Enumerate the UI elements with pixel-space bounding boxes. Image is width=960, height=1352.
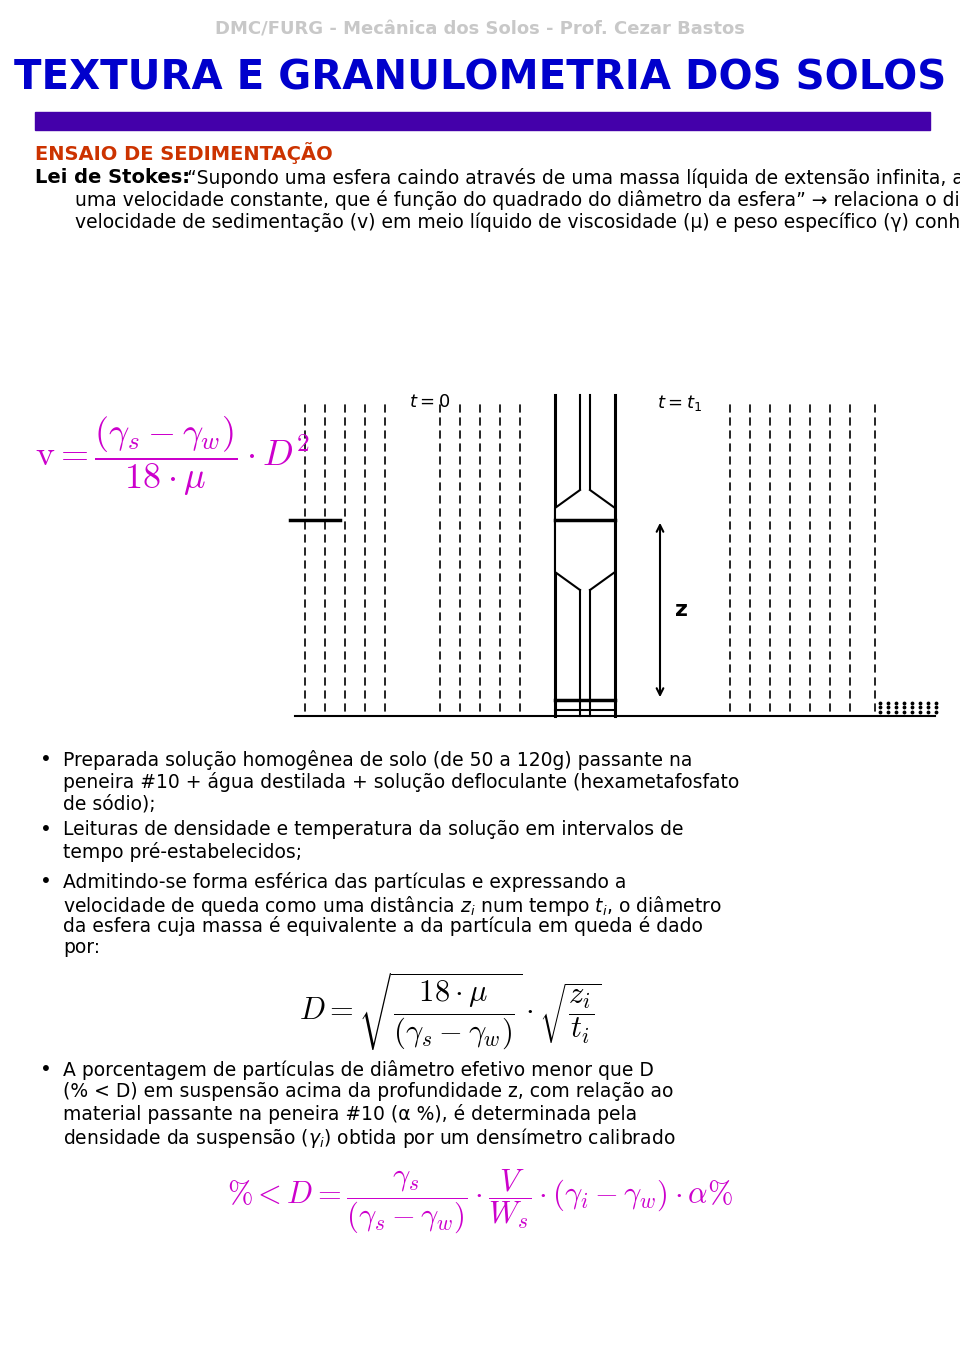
Bar (35, 112, 930, 130)
Text: $t = t_1$: $t = t_1$ (658, 393, 703, 412)
Text: peneira #10 + água destilada + solução defloculante (hexametafosfato: peneira #10 + água destilada + solução d… (63, 772, 739, 792)
Text: A porcentagem de partículas de diâmetro efetivo menor que D: A porcentagem de partículas de diâmetro … (63, 1060, 654, 1080)
Text: uma velocidade constante, que é função do quadrado do diâmetro da esfera” → rela: uma velocidade constante, que é função d… (75, 191, 960, 210)
Text: $\mathbf{z}$: $\mathbf{z}$ (674, 600, 688, 621)
Text: Admitindo-se forma esférica das partículas e expressando a: Admitindo-se forma esférica das partícul… (63, 872, 626, 892)
Text: DMC/FURG - Mecânica dos Solos - Prof. Cezar Bastos: DMC/FURG - Mecânica dos Solos - Prof. Ce… (215, 20, 745, 38)
Text: •: • (40, 821, 52, 840)
Text: ENSAIO DE SEDIMENTAÇÃO: ENSAIO DE SEDIMENTAÇÃO (35, 142, 333, 164)
Text: •: • (40, 872, 52, 891)
Text: velocidade de queda como uma distância $z_i$ num tempo $t_i$, o diâmetro: velocidade de queda como uma distância $… (63, 894, 722, 918)
Text: densidade da suspensão ($\gamma_i$) obtida por um densímetro calibrado: densidade da suspensão ($\gamma_i$) obti… (63, 1126, 676, 1151)
Text: •: • (40, 750, 52, 769)
Text: Leituras de densidade e temperatura da solução em intervalos de: Leituras de densidade e temperatura da s… (63, 821, 684, 840)
Text: $\% < D = \dfrac{\gamma_s}{(\gamma_s - \gamma_w)} \cdot \dfrac{V}{W_s} \cdot (\g: $\% < D = \dfrac{\gamma_s}{(\gamma_s - \… (227, 1168, 733, 1236)
Text: •: • (40, 1060, 52, 1079)
Text: $t = 0$: $t = 0$ (409, 393, 450, 411)
Text: material passante na peneira #10 (α %), é determinada pela: material passante na peneira #10 (α %), … (63, 1105, 637, 1124)
Polygon shape (555, 489, 615, 572)
Text: Lei de Stokes:: Lei de Stokes: (35, 168, 190, 187)
Text: $\mathrm{v} = \dfrac{(\gamma_s - \gamma_w)}{18 \cdot \mu} \cdot D^2$: $\mathrm{v} = \dfrac{(\gamma_s - \gamma_… (35, 415, 310, 499)
Text: tempo pré-estabelecidos;: tempo pré-estabelecidos; (63, 842, 302, 863)
Text: da esfera cuja massa é equivalente a da partícula em queda é dado: da esfera cuja massa é equivalente a da … (63, 917, 703, 936)
Text: velocidade de sedimentação (v) em meio líquido de viscosidade (μ) e peso específ: velocidade de sedimentação (v) em meio l… (75, 212, 960, 231)
Text: “Supondo uma esfera caindo através de uma massa líquida de extensão infinita, ap: “Supondo uma esfera caindo através de um… (187, 168, 960, 188)
Text: Preparada solução homogênea de solo (de 50 a 120g) passante na: Preparada solução homogênea de solo (de … (63, 750, 692, 771)
Text: por:: por: (63, 938, 100, 957)
Text: TEXTURA E GRANULOMETRIA DOS SOLOS: TEXTURA E GRANULOMETRIA DOS SOLOS (13, 58, 947, 97)
Text: $D = \sqrt{\dfrac{18 \cdot \mu}{(\gamma_s - \gamma_w)}} \cdot \sqrt{\dfrac{z_i}{: $D = \sqrt{\dfrac{18 \cdot \mu}{(\gamma_… (299, 969, 602, 1053)
Text: de sódio);: de sódio); (63, 794, 156, 813)
Text: (% < D) em suspensão acima da profundidade z, com relação ao: (% < D) em suspensão acima da profundida… (63, 1082, 673, 1101)
